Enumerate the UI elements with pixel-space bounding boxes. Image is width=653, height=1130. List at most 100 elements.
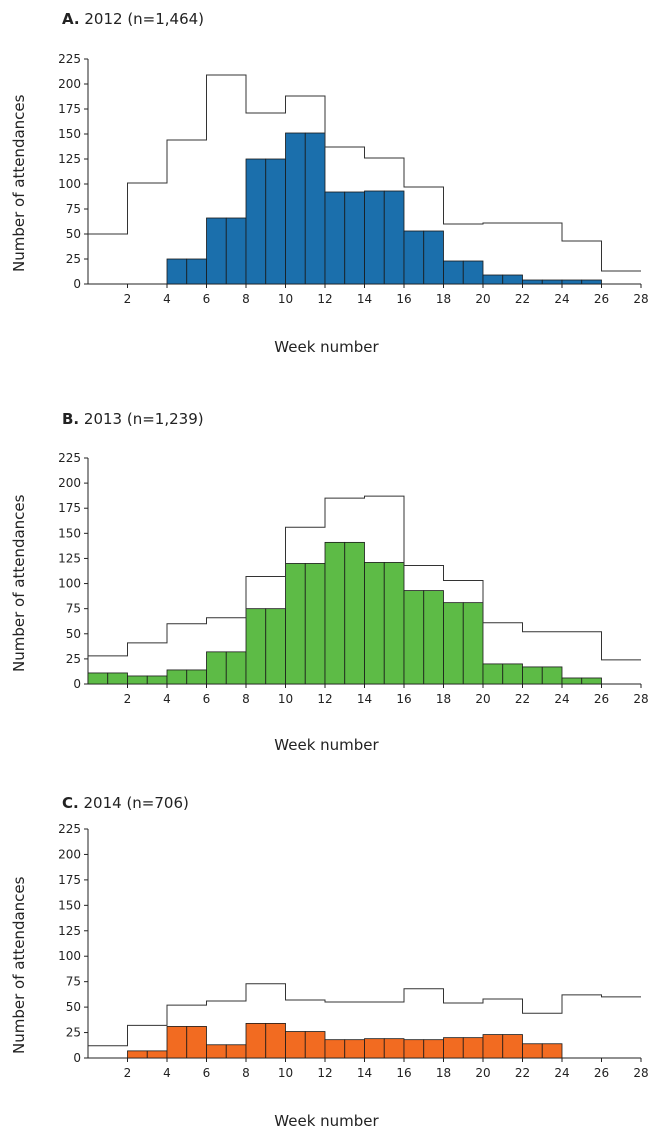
- x-tick-label: 16: [396, 692, 411, 706]
- x-tick-label: 2: [124, 292, 132, 306]
- y-tick-label: 150: [58, 127, 81, 141]
- y-tick-label: 225: [58, 52, 81, 66]
- bar: [522, 1043, 543, 1059]
- x-tick-label: 22: [515, 292, 530, 306]
- bar: [383, 190, 405, 285]
- bar: [324, 541, 346, 685]
- x-tick-label: 20: [475, 692, 490, 706]
- bar: [383, 562, 405, 685]
- panel-title: B. 2013 (n=1,239): [62, 410, 204, 428]
- bar: [285, 132, 306, 285]
- x-tick-label: 20: [475, 1066, 490, 1080]
- bar: [423, 590, 444, 685]
- bar: [186, 669, 207, 685]
- y-tick-label: 150: [58, 526, 81, 540]
- bar: [344, 191, 365, 285]
- y-tick-label: 175: [58, 501, 81, 515]
- y-tick-label: 0: [73, 677, 81, 691]
- bar: [146, 675, 168, 685]
- bar: [344, 1039, 365, 1059]
- x-tick-label: 16: [396, 1066, 411, 1080]
- x-tick-label: 8: [242, 292, 250, 306]
- x-tick-label: 26: [594, 292, 609, 306]
- bar: [245, 1022, 267, 1059]
- bar: [541, 279, 563, 285]
- y-tick-label: 100: [58, 949, 81, 963]
- bar: [403, 230, 425, 285]
- y-tick-label: 25: [66, 252, 81, 266]
- bar: [186, 1026, 207, 1059]
- bar: [304, 1031, 326, 1059]
- y-tick-label: 25: [66, 652, 81, 666]
- y-tick-label: 225: [58, 822, 81, 836]
- x-axis-label: Week number: [274, 736, 379, 754]
- bar: [344, 541, 365, 685]
- bar: [502, 1034, 523, 1059]
- bar: [364, 1038, 385, 1059]
- x-tick-label: 4: [163, 1066, 171, 1080]
- x-tick-label: 10: [278, 692, 293, 706]
- bar: [443, 260, 464, 285]
- panel-letter: A.: [62, 10, 80, 28]
- panel-title-text: 2014 (n=706): [83, 794, 189, 812]
- x-tick-label: 24: [554, 692, 569, 706]
- panel-title: A. 2012 (n=1,464): [62, 10, 204, 28]
- x-tick-label: 28: [633, 1066, 648, 1080]
- bar: [364, 562, 385, 685]
- x-tick-label: 26: [594, 1066, 609, 1080]
- x-tick-label: 10: [278, 1066, 293, 1080]
- bar: [285, 563, 306, 685]
- x-tick-label: 12: [317, 292, 332, 306]
- bar: [225, 651, 247, 685]
- y-tick-label: 200: [58, 847, 81, 861]
- bar: [522, 666, 543, 685]
- x-tick-label: 24: [554, 292, 569, 306]
- bar: [166, 669, 188, 685]
- bar: [403, 590, 425, 685]
- bar: [127, 1050, 148, 1059]
- y-tick-label: 225: [58, 451, 81, 465]
- bar: [324, 1039, 346, 1059]
- bar: [265, 608, 286, 685]
- panel-letter: B.: [62, 410, 80, 428]
- bar: [581, 677, 602, 685]
- y-tick-label: 50: [66, 1000, 81, 1014]
- bar: [541, 666, 563, 685]
- bar: [581, 279, 602, 285]
- bar: [502, 663, 523, 685]
- bar: [443, 1037, 464, 1059]
- bar: [364, 190, 385, 285]
- x-tick-label: 20: [475, 292, 490, 306]
- bar: [245, 158, 267, 285]
- x-tick-label: 10: [278, 292, 293, 306]
- y-tick-label: 75: [66, 202, 81, 216]
- bar: [482, 274, 504, 285]
- x-tick-label: 4: [163, 292, 171, 306]
- y-tick-label: 200: [58, 476, 81, 490]
- panel-title-text: 2013 (n=1,239): [83, 410, 204, 428]
- x-tick-label: 22: [515, 692, 530, 706]
- x-tick-label: 8: [242, 1066, 250, 1080]
- x-tick-label: 8: [242, 692, 250, 706]
- bar: [561, 279, 583, 285]
- y-tick-label: 50: [66, 227, 81, 241]
- bar: [541, 1043, 563, 1059]
- y-tick-label: 0: [73, 277, 81, 291]
- bar: [462, 260, 484, 285]
- bar: [304, 132, 326, 285]
- bar: [522, 279, 543, 285]
- bar: [225, 217, 247, 285]
- x-tick-label: 14: [357, 1066, 372, 1080]
- bar: [482, 1034, 504, 1059]
- x-tick-label: 12: [317, 692, 332, 706]
- bar: [502, 274, 523, 285]
- bar: [206, 651, 227, 685]
- y-tick-label: 0: [73, 1051, 81, 1065]
- bar: [206, 1044, 227, 1059]
- y-tick-label: 200: [58, 77, 81, 91]
- panel-letter: C.: [62, 794, 79, 812]
- bar: [225, 1044, 247, 1059]
- y-tick-label: 150: [58, 898, 81, 912]
- bar: [265, 1022, 286, 1059]
